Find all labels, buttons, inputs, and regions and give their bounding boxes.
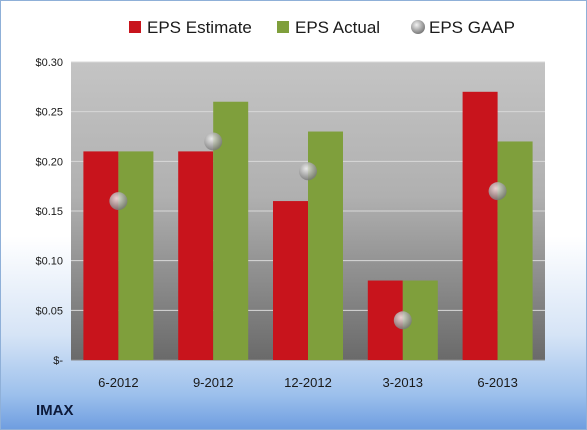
x-category-label: 6-2013 bbox=[477, 375, 517, 390]
legend-label: EPS Estimate bbox=[147, 18, 252, 37]
bar-eps-estimate bbox=[273, 201, 308, 360]
y-tick-label: $0.15 bbox=[35, 206, 63, 218]
legend-swatch bbox=[277, 21, 289, 33]
y-tick-label: $0.10 bbox=[35, 256, 63, 268]
marker-eps-gaap bbox=[299, 162, 317, 181]
bar-eps-actual bbox=[497, 141, 533, 360]
x-category-label: 6-2012 bbox=[98, 375, 138, 390]
gaap-markers bbox=[109, 132, 507, 330]
y-tick-label: $0.25 bbox=[35, 107, 63, 119]
marker-eps-gaap bbox=[488, 182, 507, 201]
legend-label: EPS Actual bbox=[295, 18, 380, 37]
x-category-label: 12-2012 bbox=[284, 375, 332, 390]
x-category-label: 9-2012 bbox=[193, 375, 233, 390]
marker-eps-gaap bbox=[393, 311, 412, 330]
marker-eps-gaap bbox=[204, 132, 223, 151]
y-tick-label: $0.30 bbox=[35, 57, 63, 69]
legend-swatch bbox=[129, 21, 141, 33]
y-tick-label: $- bbox=[53, 355, 63, 367]
legend-label: EPS GAAP bbox=[429, 18, 515, 37]
y-axis-ticks: $- $0.05 $0.10 $0.15 $0.20 $0.25 $0.30 bbox=[35, 57, 63, 367]
legend: EPS Estimate EPS Actual EPS GAAP bbox=[129, 18, 515, 37]
y-tick-label: $0.20 bbox=[35, 156, 63, 168]
bars bbox=[83, 91, 533, 361]
bar-eps-estimate bbox=[178, 151, 214, 360]
company-ticker: IMAX bbox=[36, 402, 74, 419]
bar-eps-estimate bbox=[83, 151, 119, 360]
bar-eps-actual bbox=[118, 151, 154, 360]
bar-eps-estimate bbox=[462, 91, 498, 361]
legend-swatch bbox=[411, 20, 425, 34]
x-axis-categories: 6-2012 9-2012 12-2012 3-2013 6-2013 bbox=[98, 375, 518, 390]
y-tick-label: $0.05 bbox=[35, 305, 63, 317]
x-category-label: 3-2013 bbox=[383, 375, 423, 390]
marker-eps-gaap bbox=[109, 192, 128, 211]
